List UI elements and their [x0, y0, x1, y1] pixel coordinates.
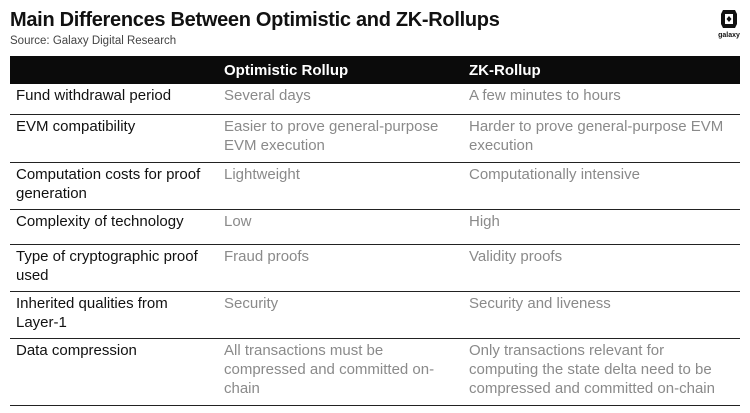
zk-cell: Computationally intensive — [463, 162, 740, 210]
zk-cell: Security and liveness — [463, 291, 740, 339]
table-row: Inherited qualities from Layer-1 Securit… — [10, 291, 740, 339]
table-row: Data compression All transactions must b… — [10, 338, 740, 406]
zk-cell: Validity proofs — [463, 244, 740, 292]
zk-cell: A few minutes to hours — [463, 84, 740, 115]
logo-wordmark: galaxy — [718, 32, 740, 39]
feature-cell: Type of cryptographic proof used — [10, 244, 218, 292]
feature-cell: Computation costs for proof generation — [10, 162, 218, 210]
column-header-optimistic: Optimistic Rollup — [224, 61, 349, 79]
table-row: EVM compatibility Easier to prove genera… — [10, 114, 740, 163]
feature-cell: Data compression — [10, 338, 218, 406]
optimistic-cell: Low — [218, 209, 463, 245]
feature-cell: Fund withdrawal period — [10, 84, 218, 115]
table-row: Complexity of technology Low High — [10, 209, 740, 245]
column-header-feature — [10, 56, 218, 84]
table-row: Computation costs for proof generation L… — [10, 162, 740, 210]
optimistic-cell: All transactions must be compressed and … — [218, 338, 463, 406]
galaxy-logo: galaxy — [712, 7, 746, 43]
feature-cell: Inherited qualities from Layer-1 — [10, 291, 218, 339]
optimistic-cell: Lightweight — [218, 162, 463, 210]
galaxy-logo-icon — [721, 10, 737, 28]
feature-cell: EVM compatibility — [10, 114, 218, 163]
optimistic-cell: Fraud proofs — [218, 244, 463, 292]
table-header-row: Optimistic Rollup ZK-Rollup — [10, 56, 740, 84]
optimistic-cell: Several days — [218, 84, 463, 115]
column-header-zk: ZK-Rollup — [469, 61, 541, 79]
table-row: Fund withdrawal period Several days A fe… — [10, 84, 740, 115]
optimistic-cell: Easier to prove general-purpose EVM exec… — [218, 114, 463, 163]
zk-cell: Only transactions relevant for computing… — [463, 338, 740, 406]
page-title: Main Differences Between Optimistic and … — [10, 9, 500, 31]
source-note: Source: Galaxy Digital Research — [10, 35, 177, 47]
feature-cell: Complexity of technology — [10, 209, 218, 245]
table-row: Type of cryptographic proof used Fraud p… — [10, 244, 740, 292]
zk-cell: Harder to prove general-purpose EVM exec… — [463, 114, 740, 163]
comparison-table: Optimistic Rollup ZK-Rollup Fund withdra… — [10, 56, 740, 406]
zk-cell: High — [463, 209, 740, 245]
optimistic-cell: Security — [218, 291, 463, 339]
